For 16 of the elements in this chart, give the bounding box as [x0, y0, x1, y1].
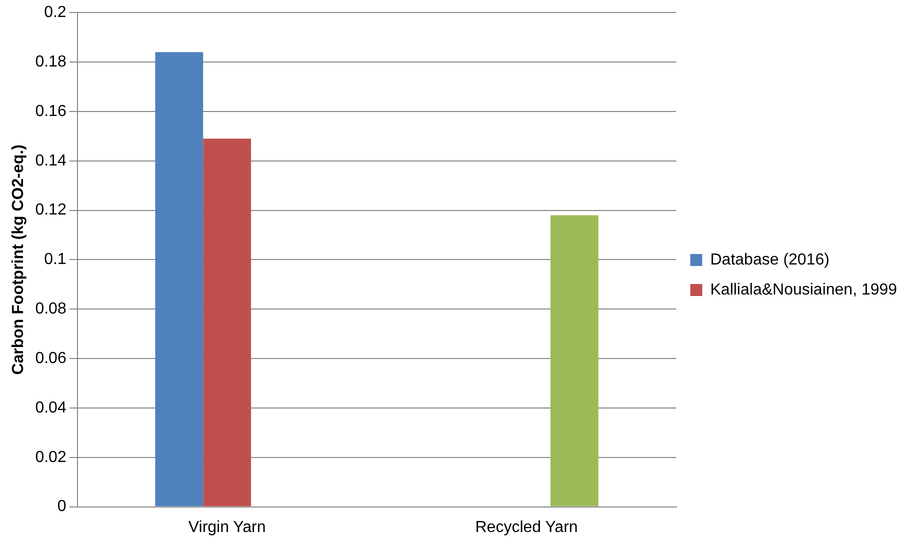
y-tick-label: 0.08: [35, 300, 66, 318]
legend-label: Database (2016): [710, 251, 830, 268]
y-tick-label: 0.02: [35, 448, 66, 466]
y-axis-title: Carbon Footprint (kg CO2-eq.): [10, 144, 28, 375]
x-tick-label: Virgin Yarn: [188, 518, 266, 536]
y-tick-label: 0.12: [35, 202, 66, 219]
y-tick-label: 0.04: [35, 399, 66, 416]
y-tick-label: 0.06: [35, 350, 66, 367]
y-tick-label: 0.14: [35, 152, 66, 170]
legend-label: Kalliala&Nousiainen, 1999: [710, 281, 898, 298]
y-tick-label: 0.1: [44, 251, 66, 268]
y-tick-label: 0.2: [44, 4, 66, 22]
y-tick-label: 0: [57, 498, 66, 516]
x-tick-label: Recycled Yarn: [475, 518, 578, 536]
y-tick-label: 0.16: [35, 102, 66, 120]
y-tick-label: 0.18: [35, 53, 66, 70]
